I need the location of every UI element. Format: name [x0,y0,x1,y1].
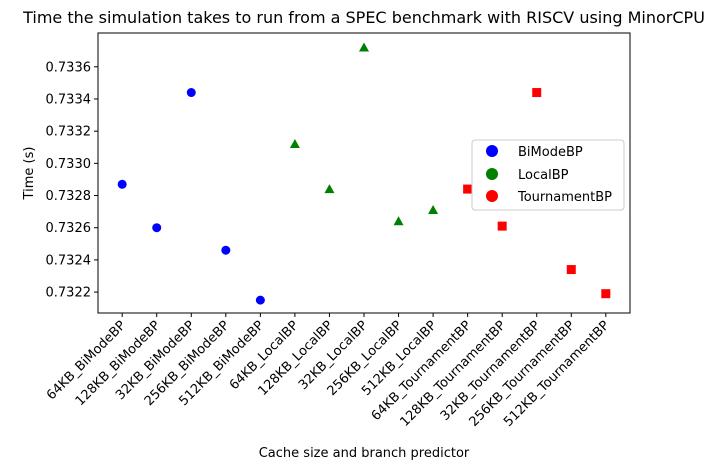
data-point [532,88,542,98]
y-tick-label: 0.7324 [46,253,92,268]
y-tick-label: 0.7336 [46,60,92,75]
y-tick-label: 0.7330 [46,157,92,172]
y-tick-label: 0.7328 [46,189,92,204]
data-point [428,205,439,215]
data-point [463,184,473,194]
data-point [601,289,611,299]
legend-frame [471,139,625,211]
data-point [255,295,265,305]
legend: BiModeBP LocalBP TournamentBP [471,139,625,211]
legend-marker-bimode [486,145,498,157]
data-point [393,216,404,226]
legend-marker-local [486,168,498,180]
data-point [186,88,196,98]
legend-label-bimode: BiModeBP [518,145,583,160]
data-point [324,184,335,194]
y-tick-label: 0.7334 [46,92,92,107]
data-point [497,221,507,231]
data-point [566,265,576,275]
legend-marker-tournament [486,190,498,202]
data-point [117,179,127,189]
plot-layer [117,42,611,305]
y-tick-label: 0.7326 [46,221,92,236]
data-point [289,139,300,149]
chart-title: Time the simulation takes to run from a … [22,8,705,27]
x-axis-label: Cache size and branch predictor [259,446,470,461]
data-point [221,245,231,255]
data-point [152,223,162,233]
legend-label-local: LocalBP [518,168,569,183]
y-axis-label: Time (s) [22,147,37,201]
legend-label-tournament: TournamentBP [517,190,612,205]
y-tick-label: 0.7322 [46,286,92,301]
data-point [359,42,369,52]
y-tick-label: 0.7332 [46,125,92,140]
